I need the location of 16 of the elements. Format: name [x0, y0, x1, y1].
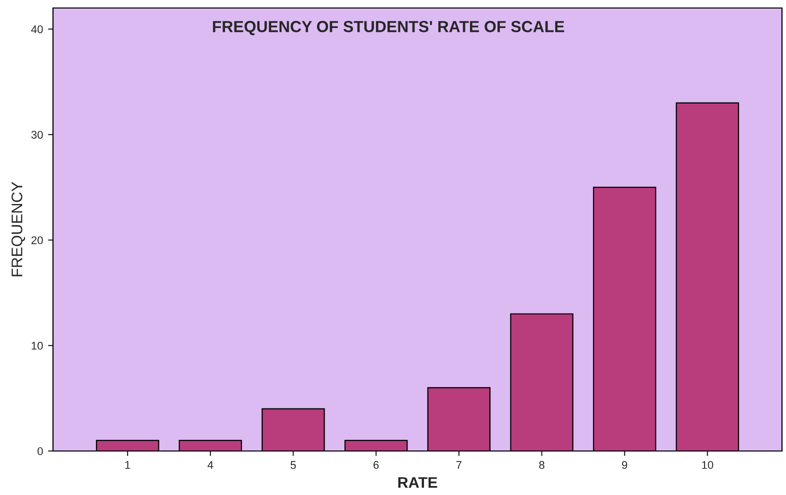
text: FREQUENCY OF STUDENTS' RATE OF SCALE	[212, 20, 564, 36]
x-tick-label: 1	[125, 461, 130, 469]
x-tick-label: 6	[374, 461, 379, 469]
x-tick-label: 4	[208, 461, 214, 469]
x-axis-title: RATE	[398, 477, 438, 488]
y-tick-label: 40	[31, 25, 43, 34]
x-tick-label: 10	[702, 461, 714, 469]
y-tick-label: 10	[32, 342, 43, 350]
y-tick-label: 20	[31, 236, 43, 244]
x-tick-label: 9	[622, 461, 628, 469]
y-axis-title: FREQUENCY	[12, 182, 26, 276]
y-tick-label: 30	[31, 130, 43, 139]
x-tick-label: 5	[290, 461, 296, 469]
x-tick-label: 8	[539, 461, 544, 469]
y-tick-label: 0	[38, 447, 43, 456]
x-tick-label: 7	[456, 461, 462, 469]
